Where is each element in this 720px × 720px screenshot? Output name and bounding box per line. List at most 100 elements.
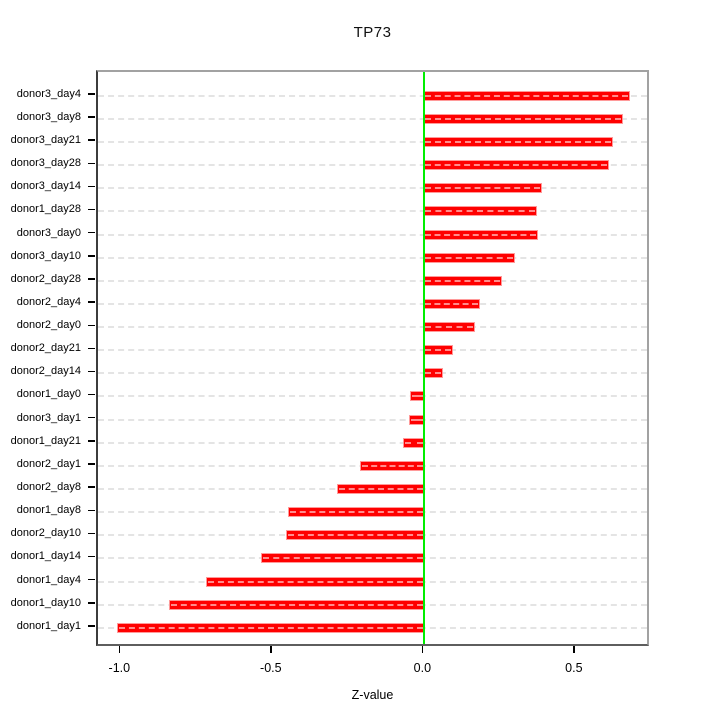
bar-donor2_day10 — [287, 531, 425, 540]
bar-grid-overlay — [262, 557, 424, 560]
y-axis-tick — [88, 393, 95, 396]
y-tick-label: donor3_day28 — [10, 157, 81, 170]
bar-grid-overlay — [405, 441, 424, 444]
bar-donor2_day21 — [424, 346, 453, 355]
bar-donor3_day10 — [424, 253, 515, 262]
y-tick-label: donor1_day4 — [16, 573, 81, 586]
y-axis-tick — [88, 347, 95, 350]
y-axis-tick — [88, 579, 95, 581]
bar-donor1_day21 — [404, 438, 425, 447]
bar-donor1_day4 — [207, 577, 425, 586]
bar-grid-overlay — [118, 626, 424, 629]
y-tick-label: donor2_day14 — [10, 365, 81, 378]
y-tick-label: donor2_day8 — [16, 480, 81, 493]
zero-reference-line — [423, 72, 426, 644]
y-axis-tick — [88, 116, 95, 118]
y-tick-label: donor2_day1 — [16, 457, 81, 470]
bar-grid-overlay — [425, 164, 607, 167]
gridline — [98, 418, 647, 421]
bar-donor1_day1 — [117, 623, 425, 632]
y-axis-tick — [88, 463, 95, 465]
bar-grid-overlay — [425, 233, 536, 236]
x-axis-tick — [421, 646, 424, 653]
y-axis-tick — [88, 532, 95, 535]
bar-grid-overlay — [425, 302, 479, 305]
chart-title: TP73 — [353, 24, 392, 41]
bar-donor3_day4 — [424, 91, 630, 100]
bar-donor2_day14 — [424, 369, 442, 378]
y-axis-tick — [88, 440, 95, 442]
bar-donor3_day21 — [424, 137, 613, 146]
y-tick-label: donor1_day1 — [16, 619, 81, 632]
gridline — [98, 210, 647, 213]
bar-donor1_day10 — [170, 600, 425, 609]
bar-donor3_day28 — [424, 161, 608, 170]
y-axis-tick — [88, 602, 95, 604]
y-tick-label: donor1_day28 — [10, 203, 81, 216]
y-axis-tick — [88, 555, 95, 558]
gridline — [98, 117, 647, 120]
bar-grid-overlay — [425, 279, 500, 282]
y-tick-label: donor2_day28 — [10, 272, 81, 285]
bar-donor3_day14 — [424, 184, 541, 193]
bar-grid-overlay — [425, 94, 629, 97]
bar-donor1_day8 — [288, 508, 425, 517]
y-tick-label: donor3_day14 — [10, 180, 81, 193]
bar-grid-overlay — [425, 256, 514, 259]
bar-grid-overlay — [425, 187, 540, 190]
y-axis-tick — [88, 162, 95, 164]
gridline — [98, 441, 647, 444]
gridline — [98, 395, 647, 398]
gridline — [98, 94, 647, 97]
y-tick-label: donor3_day1 — [16, 411, 81, 424]
y-tick-label: donor2_day21 — [10, 342, 81, 355]
x-tick-label: 0.0 — [413, 661, 432, 675]
bar-grid-overlay — [411, 418, 424, 421]
x-axis-tick — [573, 646, 575, 653]
y-tick-label: donor3_day4 — [16, 87, 81, 100]
bar-donor1_day0 — [411, 392, 425, 401]
x-tick-label: -0.5 — [260, 661, 282, 675]
y-axis-tick — [88, 324, 95, 326]
x-axis-tick — [270, 646, 272, 653]
bar-grid-overlay — [288, 534, 424, 537]
bar-grid-overlay — [425, 372, 441, 375]
bar-donor3_day1 — [410, 415, 425, 424]
bar-donor2_day8 — [337, 484, 425, 493]
y-tick-label: donor3_day10 — [10, 249, 81, 262]
y-axis-tick — [88, 139, 95, 141]
bar-donor1_day14 — [261, 554, 425, 563]
bar-grid-overlay — [171, 603, 424, 606]
bar-grid-overlay — [425, 210, 535, 213]
y-axis-tick — [88, 232, 95, 234]
plot-area — [96, 70, 649, 646]
bar-grid-overlay — [208, 580, 424, 583]
gridline — [98, 302, 647, 305]
bar-grid-overlay — [425, 140, 612, 143]
y-tick-label: donor1_day14 — [10, 550, 81, 563]
y-axis-tick — [88, 417, 95, 419]
gridline — [98, 349, 647, 352]
bar-grid-overlay — [338, 487, 424, 490]
gridline — [98, 256, 647, 259]
y-axis-tick — [88, 370, 95, 373]
x-axis-tick — [118, 646, 121, 653]
gridline — [98, 164, 647, 167]
y-axis-tick — [88, 93, 95, 95]
y-tick-label: donor3_day8 — [16, 110, 81, 123]
y-tick-label: donor3_day0 — [16, 226, 81, 239]
gridline — [98, 372, 647, 375]
gridline — [98, 187, 647, 190]
bar-donor1_day28 — [424, 207, 536, 216]
y-axis-tick — [88, 301, 95, 303]
y-axis-tick — [88, 278, 95, 280]
bar-grid-overlay — [425, 326, 473, 329]
y-axis-tick — [88, 486, 95, 488]
y-tick-label: donor2_day10 — [10, 527, 81, 540]
bar-donor2_day28 — [424, 276, 501, 285]
y-axis-tick — [88, 509, 95, 512]
y-tick-label: donor2_day4 — [16, 295, 81, 308]
bar-grid-overlay — [361, 464, 424, 467]
y-tick-label: donor1_day8 — [16, 504, 81, 517]
